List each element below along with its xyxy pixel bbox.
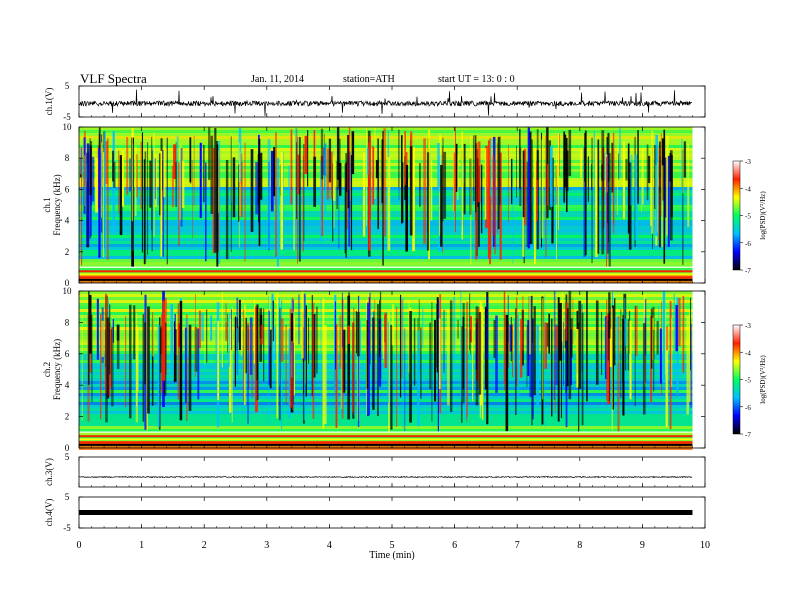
y-axis-label2-ch1_spec: Frequency (kHz) (52, 174, 62, 235)
y-tick-label-ch1_wave: -5 (63, 112, 71, 122)
colorbar-tick-label: -3 (745, 322, 751, 330)
colorbar-tick-label: -7 (745, 267, 751, 275)
x-axis-label: Time (min) (369, 550, 414, 561)
y-tick-label-ch4_wave: -5 (63, 523, 71, 533)
ch1-waveform (78, 89, 693, 117)
colorbar-tick-label: -3 (745, 158, 751, 166)
y-tick-label-ch2_spec: 6 (65, 349, 70, 359)
plot-title: VLF Spectra (80, 71, 147, 86)
y-tick-label-ch1_spec: 10 (63, 122, 73, 132)
ch4-waveform (79, 510, 693, 515)
colorbar-tick-label: -6 (745, 404, 751, 412)
y-tick-label-ch1_spec: 6 (65, 184, 70, 194)
x-tick-label: 6 (452, 540, 457, 551)
y-axis-label-ch3_wave: ch.3(V) (44, 458, 54, 486)
panel-frame-ch3_wave (78, 456, 706, 488)
x-tick-label: 9 (640, 540, 645, 551)
start-time-label: start UT = 13: 0 : 0 (438, 74, 515, 85)
x-tick-label: 2 (202, 540, 207, 551)
spectrogram-ch2_spec (79, 291, 693, 450)
colorbar-tick-label: -4 (745, 349, 751, 357)
x-tick-label: 0 (77, 540, 82, 551)
colorbar-tick-label: -5 (745, 377, 751, 385)
y-tick-label-ch1_spec: 4 (65, 216, 70, 226)
y-axis-label2-ch2_spec: Frequency (kHz) (52, 339, 62, 400)
x-tick-label: 1 (139, 540, 144, 551)
colorbar-label: log(PSD)(V²/Hz) (759, 355, 767, 404)
ch3-waveform (78, 475, 693, 479)
y-tick-label-ch1_spec: 0 (65, 278, 70, 288)
x-tick-label: 3 (264, 540, 269, 551)
x-tick-label: 4 (327, 540, 332, 551)
y-tick-label-ch2_spec: 8 (65, 317, 70, 327)
y-tick-label-ch2_spec: 4 (65, 380, 70, 390)
y-tick-label-ch2_spec: 10 (63, 286, 73, 296)
y-tick-label-ch1_spec: 8 (65, 153, 70, 163)
colorbar-2 (732, 324, 741, 435)
y-tick-label-ch2_spec: 2 (65, 412, 70, 422)
y-tick-label-ch4_wave: 5 (65, 492, 70, 502)
y-axis-label-ch2_spec: ch.2 (42, 362, 52, 377)
date-label: Jan. 11, 2014 (251, 74, 304, 85)
y-axis-label-ch1_spec: ch.1 (42, 197, 52, 212)
x-tick-label: 10 (700, 540, 710, 551)
x-tick-label: 7 (515, 540, 520, 551)
colorbar-tick-label: -4 (745, 185, 751, 193)
spectrogram-ch1_spec (79, 127, 693, 283)
y-tick-label-ch2_spec: 0 (65, 443, 70, 453)
y-tick-label-ch3_wave: 5 (65, 452, 70, 462)
y-tick-label-ch1_wave: 5 (65, 81, 70, 91)
colorbar-label: log(PSD)(V²/Hz) (759, 191, 767, 240)
colorbar-tick-label: -5 (745, 213, 751, 221)
y-axis-label-ch4_wave: ch.4(V) (44, 499, 54, 527)
y-tick-label-ch1_spec: 2 (65, 247, 70, 257)
colorbar-tick-label: -6 (745, 240, 751, 248)
station-label: station=ATH (343, 74, 395, 85)
colorbar-1 (732, 160, 741, 271)
y-axis-label-ch1_wave: ch.1(V) (44, 88, 54, 116)
colorbar-tick-label: -7 (745, 431, 751, 439)
x-tick-label: 8 (577, 540, 582, 551)
x-tick-label: 5 (390, 540, 395, 551)
